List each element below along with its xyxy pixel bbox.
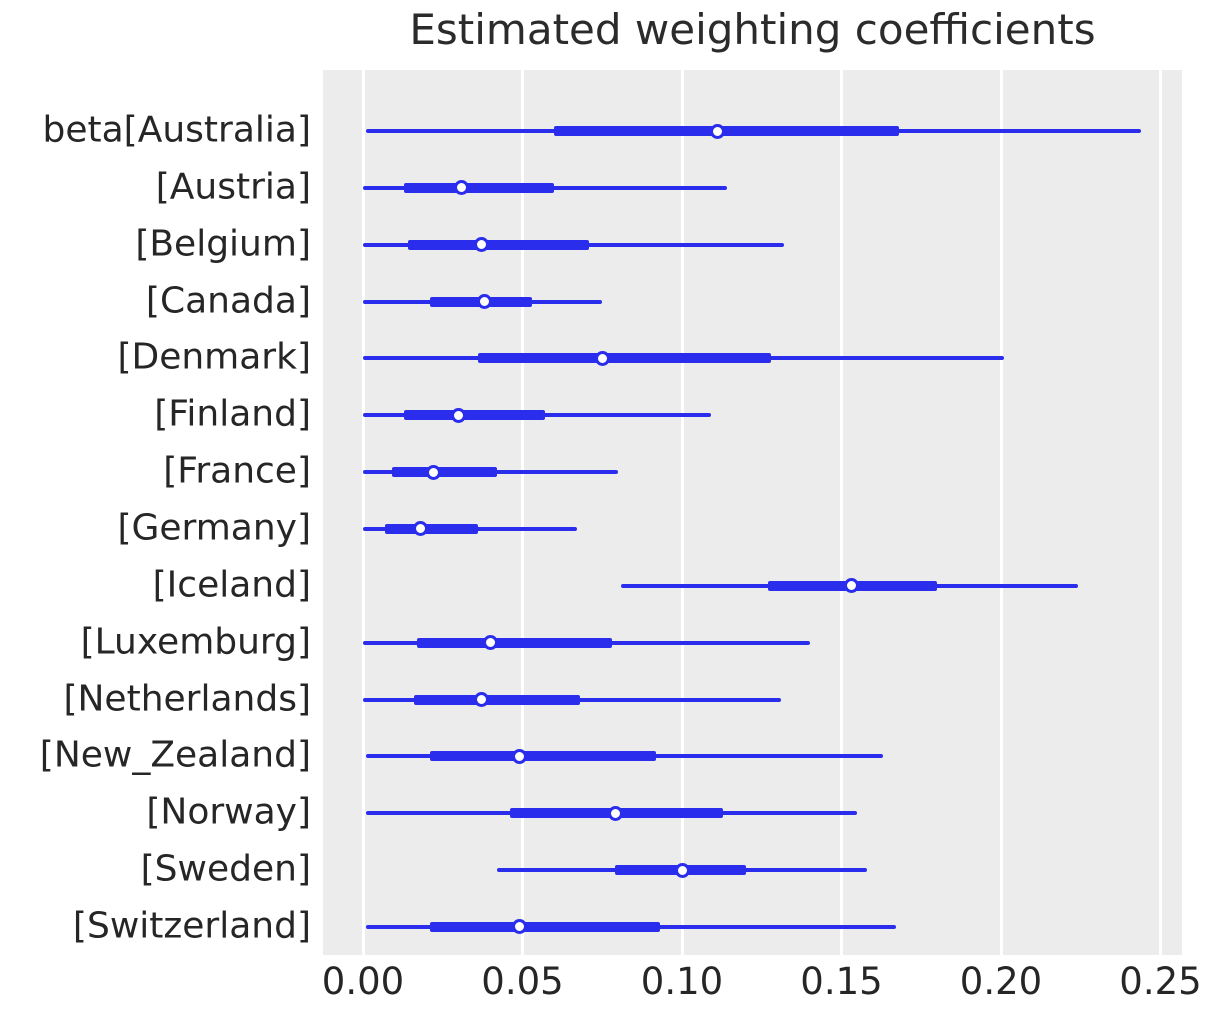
y-axis-label: [Iceland] <box>152 564 311 606</box>
x-tick-label: 0.10 <box>640 960 724 1003</box>
y-axis-label: [Netherlands] <box>63 678 311 720</box>
point-marker <box>476 294 492 310</box>
point-marker <box>451 407 467 423</box>
point-marker <box>843 578 859 594</box>
x-tick-label: 0.20 <box>959 960 1043 1003</box>
iqr-line <box>404 410 545 421</box>
x-tick-label: 0.15 <box>800 960 883 1003</box>
x-tick-label: 0.00 <box>321 960 405 1003</box>
y-axis-label: [Germany] <box>117 507 311 549</box>
iqr-line <box>385 523 478 534</box>
iqr-line <box>554 126 899 136</box>
y-axis-label: [France] <box>163 450 311 492</box>
point-marker <box>483 635 499 651</box>
chart-title: Estimated weighting coefficients <box>409 5 1096 54</box>
y-axis-label: [New_Zealand] <box>39 735 311 777</box>
y-axis-label: [Switzerland] <box>72 905 311 947</box>
iqr-line <box>417 637 612 648</box>
x-axis-labels: 0.00 0.05 0.10 0.15 0.20 0.25 <box>321 960 1202 1020</box>
y-axis-label: [Sweden] <box>140 848 311 890</box>
point-marker <box>709 123 725 139</box>
iqr-line <box>414 694 580 705</box>
point-marker <box>674 862 690 878</box>
iqr-line <box>391 467 497 478</box>
gridline <box>1158 70 1162 955</box>
point-marker <box>511 919 527 935</box>
iqr-line <box>404 182 555 193</box>
y-axis-label: [Austria] <box>155 166 311 208</box>
x-tick-label: 0.25 <box>1119 960 1202 1003</box>
iqr-line <box>407 239 590 250</box>
plot-area <box>323 70 1182 955</box>
iqr-line <box>477 353 772 364</box>
y-axis-labels: beta[Australia] [Austria] [Belgium] [Canada… <box>0 70 311 955</box>
point-marker <box>607 805 623 821</box>
gridline <box>361 70 365 955</box>
y-axis-label: [Denmark] <box>117 337 311 379</box>
iqr-line <box>429 921 660 932</box>
point-marker <box>511 748 527 764</box>
gridline <box>840 70 843 955</box>
point-marker <box>425 464 441 480</box>
y-axis-label: beta[Australia] <box>42 109 311 151</box>
y-axis-label: [Norway] <box>146 791 311 833</box>
gridline <box>680 70 684 955</box>
y-axis-label: [Canada] <box>145 280 311 322</box>
y-axis-label: [Belgium] <box>135 223 311 265</box>
point-marker <box>412 521 428 537</box>
y-axis-label: [Luxemburg] <box>80 621 311 663</box>
point-marker <box>473 237 489 253</box>
gridline <box>521 70 524 955</box>
y-axis-label: [Finland] <box>154 393 311 435</box>
point-marker <box>454 180 470 196</box>
point-marker <box>594 350 610 366</box>
point-marker <box>473 692 489 708</box>
iqr-line <box>429 751 657 762</box>
gridline <box>999 70 1003 955</box>
x-tick-label: 0.05 <box>481 960 564 1003</box>
